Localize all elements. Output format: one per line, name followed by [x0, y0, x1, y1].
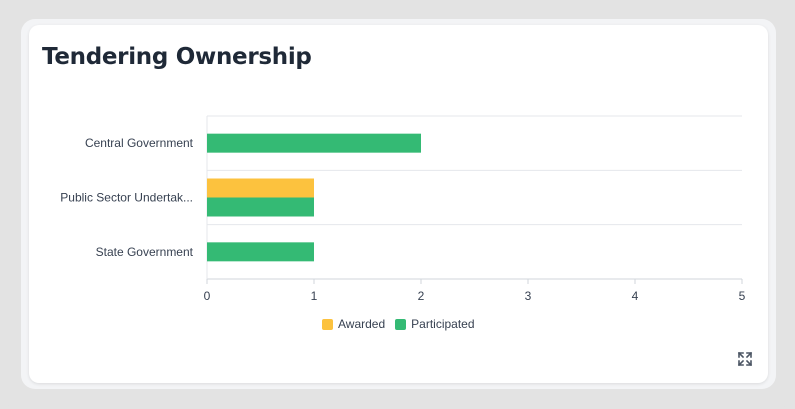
y-category-label: Central Government: [85, 136, 194, 150]
legend-label-awarded: Awarded: [338, 317, 386, 331]
legend-swatch-awarded: [322, 318, 333, 330]
x-tick-label: 5: [739, 289, 746, 303]
y-category-label: Public Sector Undertak...: [60, 191, 193, 205]
x-tick-label: 3: [525, 289, 532, 303]
legend-item-awarded[interactable]: Awarded: [322, 317, 385, 331]
legend-item-participated[interactable]: Participated: [395, 317, 475, 331]
bar-awarded: [207, 178, 314, 198]
legend-label-participated: Participated: [411, 317, 475, 331]
bar-participated: [207, 197, 314, 217]
y-category-label: State Government: [96, 245, 194, 259]
x-tick-label: 2: [418, 289, 425, 303]
chart-card: [21, 19, 776, 389]
x-tick-label: 1: [311, 289, 318, 303]
bar-participated: [207, 133, 421, 153]
chart-title: Tendering Ownership: [42, 44, 312, 70]
legend-swatch-participated: [395, 318, 407, 330]
chart-legend: Awarded Participated: [322, 317, 475, 331]
expand-icon[interactable]: [737, 351, 753, 367]
bar-participated: [207, 242, 314, 262]
x-tick-label: 0: [204, 289, 211, 303]
x-tick-label: 4: [632, 289, 639, 303]
